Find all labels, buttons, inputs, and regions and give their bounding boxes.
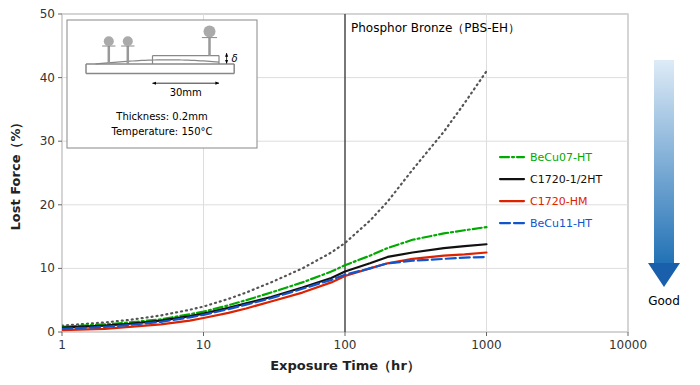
y-tick — [58, 141, 62, 142]
y-tick — [58, 77, 62, 78]
data — [62, 71, 487, 330]
good-arrow: Good — [648, 60, 680, 308]
chart: 1 10 100 1000 10000 0 10 20 30 40 50 Exposure Time（… — [0, 0, 700, 385]
annotation-text: Phosphor Bronze（PBS-EH） — [351, 21, 520, 35]
specimen — [96, 60, 220, 64]
y-axis-label: Lost Force（%） — [8, 116, 23, 231]
fixture-base — [233, 64, 235, 74]
x-tick — [628, 332, 629, 336]
inset-frame — [67, 20, 257, 148]
series-line — [62, 227, 487, 327]
x-grid-line — [628, 14, 629, 332]
y-tick — [58, 14, 62, 15]
legend-label: C1720-1/2HT — [530, 173, 603, 186]
x-tick — [203, 332, 204, 336]
pin-head — [104, 36, 114, 46]
inset-label: Temperature: 150°C — [111, 126, 213, 137]
x-axis-label: Exposure Time（hr） — [270, 358, 420, 373]
gap-label: δ — [232, 53, 238, 64]
bolt-head — [204, 26, 216, 38]
x-grid-line — [486, 14, 487, 332]
inset-label: Thickness: 0.2mm — [115, 111, 207, 122]
dimension-label: 30mm — [170, 87, 202, 98]
x-tick-label: 10 — [196, 338, 211, 352]
fixture-step — [218, 56, 219, 64]
x-tick-label: 10000 — [609, 338, 647, 352]
x-tick-label: 1 — [58, 338, 66, 352]
x-tick — [486, 332, 487, 336]
y-tick — [58, 268, 62, 269]
pin — [108, 46, 111, 64]
annotation-line — [345, 14, 346, 332]
legend-swatch — [500, 200, 524, 202]
legend-swatch — [500, 222, 524, 224]
y-tick-label: 20 — [40, 198, 55, 212]
x-tick-label: 1000 — [471, 338, 502, 352]
plot-area — [62, 14, 628, 332]
x-grid-line — [62, 14, 63, 332]
x-tick — [62, 332, 63, 336]
legend-label: BeCu07-HT — [530, 151, 592, 164]
x-tick-label: 100 — [334, 338, 357, 352]
fixture-base — [86, 73, 234, 75]
y-tick-label: 40 — [40, 71, 55, 85]
good-label: Good — [648, 294, 680, 308]
x-tick — [345, 332, 346, 336]
bolt — [208, 38, 211, 56]
legend-label: C1720-HM — [530, 195, 587, 208]
inset: δ 30mm Thickness: 0.2mm Temperature: 150°C — [67, 20, 257, 148]
y-tick — [58, 204, 62, 205]
good-arrow-shaft — [654, 60, 674, 265]
legend-swatch — [500, 156, 524, 158]
y-tick-label: 10 — [40, 261, 55, 275]
y-tick-label: 0 — [47, 325, 55, 339]
x-grid-line — [345, 14, 346, 332]
legend-swatch — [500, 178, 524, 180]
y-tick-label: 30 — [40, 134, 55, 148]
pin — [127, 46, 130, 64]
y-tick — [58, 332, 62, 333]
fixture-base — [85, 64, 87, 74]
legend: BeCu07-HT C1720-1/2HT C1720-HM BeCu11-HT — [500, 151, 603, 230]
series-line — [62, 253, 487, 331]
series-line — [62, 257, 487, 329]
dimension-arrow — [153, 83, 220, 84]
good-arrow-head — [648, 263, 680, 287]
legend-label: BeCu11-HT — [530, 217, 592, 230]
pin-head — [123, 36, 133, 46]
gap-arrow — [226, 53, 227, 63]
grid — [62, 14, 628, 332]
y-tick-label: 50 — [40, 7, 55, 21]
